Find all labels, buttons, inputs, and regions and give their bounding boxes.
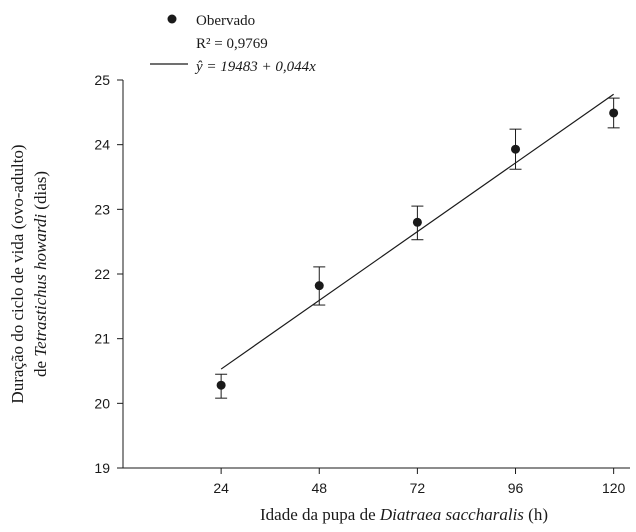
y-tick-label: 20 <box>94 395 110 411</box>
data-point <box>511 144 521 154</box>
x-axis-label-species: Diatraea saccharalis <box>379 505 524 524</box>
data-point <box>216 380 226 390</box>
y-axis-label-line2: de Tetrastichus howardi (dias) <box>31 171 50 377</box>
axes <box>122 80 630 469</box>
y-tick-label: 24 <box>94 137 110 153</box>
data-point <box>314 281 324 291</box>
y-axis-label-species: Tetrastichus howardi <box>31 214 50 357</box>
x-axis-label-suffix: (h) <box>524 505 548 524</box>
legend-r-squared: R² = 0,9769 <box>196 36 268 52</box>
legend-label-observed: Obervado <box>196 13 255 29</box>
x-tick-label: 96 <box>508 480 524 496</box>
data-point <box>412 217 422 227</box>
legend-marker <box>167 14 177 24</box>
legend-equation: ŷ = 19483 + 0,044x <box>194 59 316 75</box>
y-tick-label: 21 <box>94 331 110 347</box>
errorbars <box>215 97 620 399</box>
x-axis-label-prefix: Idade da pupa de <box>260 505 380 524</box>
y-tick-label: 22 <box>94 266 110 282</box>
x-tick-label: 120 <box>602 480 626 496</box>
y-tick-label: 25 <box>94 72 110 88</box>
points <box>216 108 619 390</box>
x-tick-label: 48 <box>311 480 327 496</box>
data-point <box>609 108 619 118</box>
x-tick-label: 24 <box>213 480 229 496</box>
ticks: 19 20 21 22 23 24 25 24 48 72 96 120 <box>94 72 625 496</box>
y-axis-label-line1: Duração do ciclo de vida (ovo-adulto) <box>8 144 27 403</box>
y-axis-label-prefix: de <box>31 357 50 377</box>
y-axis-label-suffix: (dias) <box>31 171 50 214</box>
legend: Obervado R² = 0,9769 ŷ = 19483 + 0,044x <box>150 13 316 75</box>
y-tick-label: 19 <box>94 460 110 476</box>
x-axis-label: Idade da pupa de Diatraea saccharalis (h… <box>260 505 548 524</box>
y-tick-label: 23 <box>94 201 110 217</box>
x-tick-label: 72 <box>410 480 426 496</box>
